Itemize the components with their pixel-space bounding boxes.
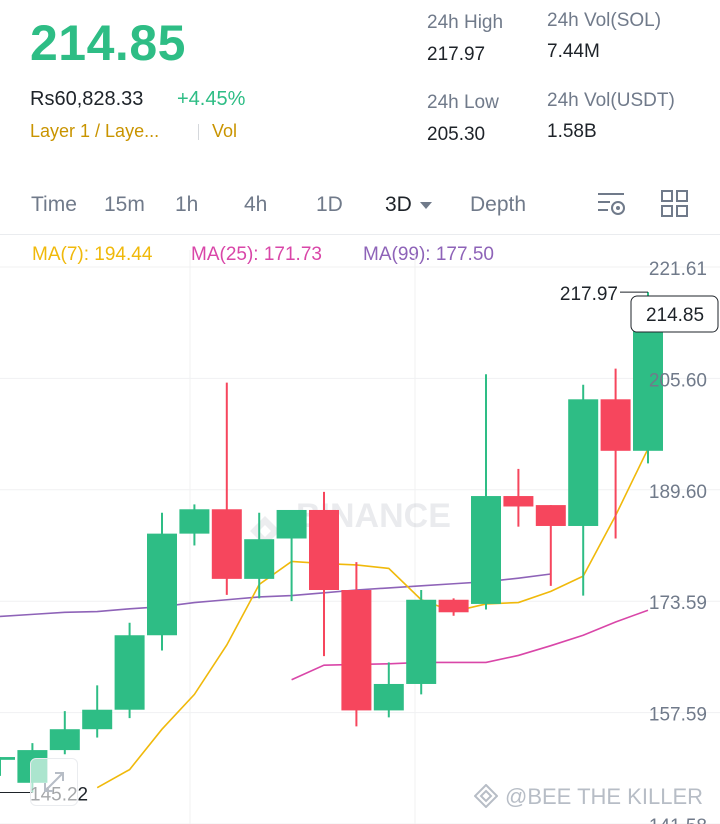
candle-body (438, 599, 469, 613)
y-tick-label: 205.60 (649, 370, 707, 391)
chevron-down-icon (419, 201, 432, 209)
candle-body (600, 399, 631, 451)
candle-body (147, 533, 177, 636)
last-price-box (630, 295, 719, 333)
y-tick-label: 141.58 (649, 816, 707, 824)
low-label: 24h Low (427, 92, 499, 113)
candle-body (0, 757, 15, 760)
vol-tag[interactable]: Vol (212, 121, 238, 141)
candle-body (406, 599, 437, 684)
y-tick-label: 157.59 (649, 705, 707, 726)
category-tag[interactable]: Layer 1 / Laye... (30, 121, 160, 141)
tag-divider (198, 124, 199, 140)
ma99-label: MA(99): 177.50 (363, 244, 494, 265)
tab-3d[interactable]: 3D (385, 193, 432, 217)
overlay-handle: @BEE THE KILLER (505, 784, 703, 809)
candlestick-chart[interactable]: BINANCE 221.61205.60189.60173.59157.5914… (0, 250, 720, 824)
high-marker-label: 217.97 (560, 284, 618, 305)
last-price: 214.85 (30, 15, 186, 71)
candle-body (49, 729, 80, 751)
candle-body (244, 539, 275, 579)
vol-sol-value: 7.44M (547, 41, 600, 62)
ma99-line (0, 573, 551, 618)
candle-body (535, 505, 566, 526)
tab-15m[interactable]: 15m (104, 193, 145, 216)
overlay-logo-icon (473, 783, 499, 809)
grid-layout-icon[interactable] (660, 189, 690, 219)
tab-depth[interactable]: Depth (470, 193, 527, 216)
vol-usdt-label: 24h Vol(USDT) (547, 90, 675, 111)
expand-icon[interactable] (30, 758, 78, 806)
change-percent: +4.45% (177, 88, 246, 110)
candle-body (373, 683, 404, 711)
candle-body (633, 313, 663, 451)
fiat-price: Rs60,828.33 (30, 88, 144, 110)
high-value: 217.97 (427, 44, 486, 65)
chart-settings-icon[interactable] (596, 189, 628, 219)
candle-body (309, 509, 339, 591)
candle-body (82, 709, 113, 730)
candle-body (211, 509, 242, 579)
ma7-label: MA(7): 194.44 (32, 244, 153, 265)
candle-body (179, 509, 210, 534)
vol-usdt-value: 1.58B (547, 121, 597, 142)
tab-1d[interactable]: 1D (316, 193, 343, 216)
ma25-label: MA(25): 171.73 (191, 244, 322, 265)
candle-body (568, 399, 599, 526)
y-tick-label: 189.60 (649, 482, 707, 503)
low-value: 205.30 (427, 124, 486, 145)
candle-body (471, 496, 501, 604)
tab-3d-label: 3D (385, 193, 412, 216)
tab-4h[interactable]: 4h (244, 193, 268, 216)
tabs-divider (0, 234, 720, 235)
ma7-line (96, 448, 649, 789)
candle-body (341, 590, 372, 711)
tab-time[interactable]: Time (31, 193, 77, 216)
candle-body (114, 635, 145, 710)
last-price-label: 214.85 (646, 305, 704, 326)
vol-sol-label: 24h Vol(SOL) (547, 10, 662, 31)
candle-body (276, 509, 307, 539)
candle-body (503, 496, 534, 507)
y-tick-label: 221.61 (649, 259, 707, 280)
y-tick-label: 173.59 (649, 593, 707, 614)
high-label: 24h High (427, 12, 504, 33)
tab-1h[interactable]: 1h (175, 193, 199, 216)
